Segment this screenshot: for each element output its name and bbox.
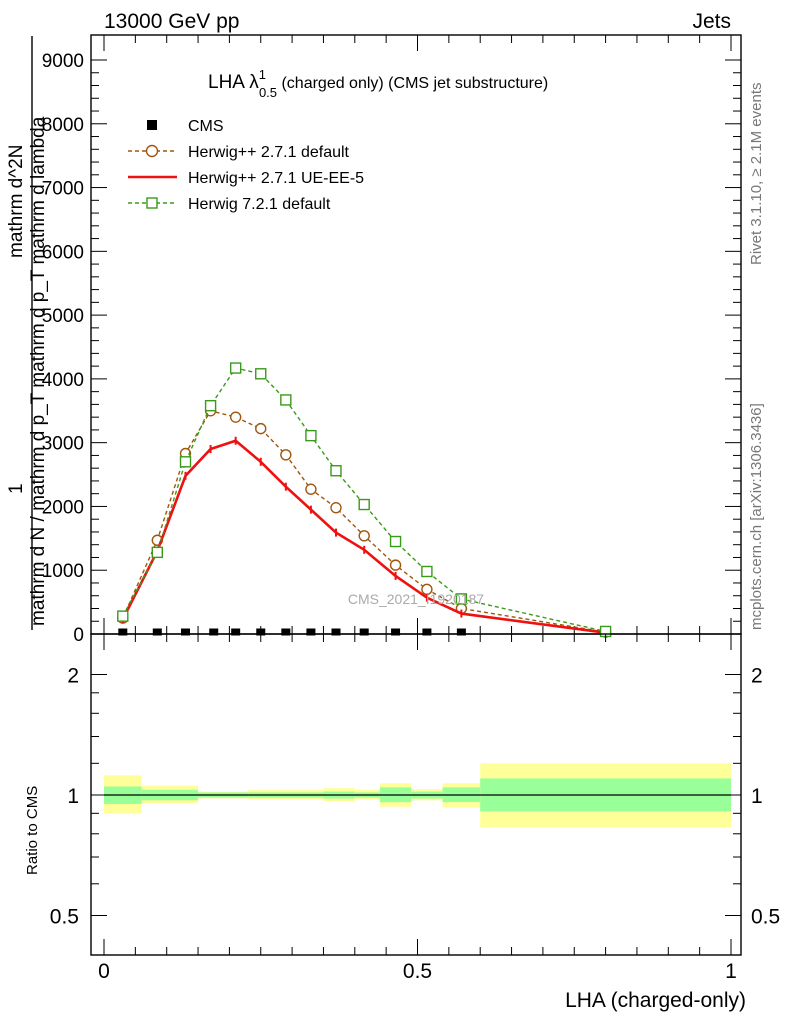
legend-marker	[147, 120, 157, 130]
y-tick-label: 0	[73, 625, 84, 646]
ratio-y-tick-label: 2	[67, 665, 79, 688]
legend-entry: Herwig++ 2.7.1 UE-EE-5	[128, 170, 364, 187]
main-y-axis: 0 1000 2000 3000 4000 5000 6000 7000 8000 9000	[42, 51, 741, 646]
process-label: Jets	[692, 10, 731, 33]
ratio-y-tick-label-right: 1	[751, 785, 763, 808]
data-point	[389, 559, 402, 571]
ratio-y-tick-label-right: 0.5	[751, 906, 780, 929]
data-point	[305, 483, 317, 495]
title-main: LHA λ	[208, 72, 259, 93]
legend-label: CMS	[188, 118, 224, 135]
y-label-numerator: 1	[6, 483, 27, 494]
ratio-y-tick-label-right: 2	[751, 665, 763, 688]
data-point	[179, 456, 192, 468]
data-point	[280, 449, 292, 461]
ratio-y-tick-label: 1	[67, 785, 79, 808]
data-point	[330, 465, 342, 477]
legend-entry: Herwig 7.2.1 default	[128, 196, 331, 213]
ratio-y-axis: 0.5 0.5 1 1 2 2	[50, 665, 780, 929]
data-point	[256, 628, 266, 636]
analysis-watermark: CMS_2021_I1920187	[348, 591, 484, 607]
data-point	[255, 368, 267, 380]
legend-label: Herwig++ 2.7.1 default	[188, 144, 350, 161]
data-point	[456, 628, 466, 636]
y-tick-label: 9000	[42, 51, 84, 72]
data-point	[117, 610, 129, 622]
data-point	[229, 362, 242, 374]
title-rest: (charged only) (CMS jet substructure)	[277, 75, 548, 92]
series-line	[122, 409, 606, 633]
mcplots-label: mcplots.cern.ch [arXiv:1306.3436]	[748, 403, 765, 630]
x-tick-label: 0.5	[403, 960, 432, 983]
data-point	[152, 628, 162, 636]
data-point	[391, 628, 401, 636]
data-point	[151, 546, 163, 559]
data-point	[255, 422, 267, 435]
ratio-panel: 0.5 0.51 12 2 0 0.5 1 Ratio to CMS LHA (charg…	[24, 633, 780, 1012]
data-point	[330, 502, 342, 514]
legend-label: Herwig++ 2.7.1 UE-EE-5	[188, 170, 364, 187]
y-tick-label: 4000	[42, 370, 84, 391]
main-y-label: mathrm d^2N 1 mathrm d N / mathrm d p_T …	[6, 36, 49, 630]
y-tick-label: 1000	[42, 561, 84, 582]
data-point	[306, 628, 316, 636]
x-tick-label: 1	[725, 960, 737, 983]
data-point	[331, 628, 341, 636]
y-tick-label: 3000	[42, 434, 84, 455]
legend-label: Herwig 7.2.1 default	[188, 196, 331, 213]
series-line	[121, 439, 606, 635]
energy-label: 13000 GeV pp	[104, 10, 239, 33]
data-point	[231, 628, 241, 636]
legend: CMS Herwig++ 2.7.1 default Herwig++ 2.7.1 …	[128, 118, 364, 213]
y-tick-label: 6000	[42, 242, 84, 263]
data-point	[421, 565, 433, 578]
plot-title: LHA λ1 0.5 (charged only) (CMS jet substr…	[208, 67, 548, 100]
y-tick-label: 8000	[42, 115, 84, 136]
main-series	[117, 362, 612, 638]
legend-entry: CMS	[147, 118, 224, 135]
x-tick-label: 0	[98, 960, 110, 983]
data-point	[422, 628, 432, 636]
data-point	[118, 628, 128, 636]
title-sub: 0.5	[259, 85, 277, 100]
data-point	[280, 394, 292, 406]
y-tick-label: 5000	[42, 306, 84, 327]
y-tick-label: 2000	[42, 497, 84, 518]
data-point	[358, 498, 370, 511]
data-point	[204, 399, 217, 412]
y-label-fraction-top: mathrm d^2N	[6, 145, 27, 258]
data-point	[358, 530, 370, 542]
ratio-x-axis: 0 0.5 1	[98, 634, 737, 983]
x-axis-label: LHA (charged-only)	[565, 989, 746, 1012]
data-point	[209, 628, 219, 636]
data-point	[359, 628, 369, 636]
data-point	[455, 593, 468, 605]
series-3	[117, 362, 612, 638]
y-tick-label: 7000	[42, 179, 84, 200]
main-x-ticks	[103, 35, 732, 634]
data-point	[389, 535, 402, 548]
title-sup: 1	[259, 67, 266, 82]
main-panel: 0 1000 2000 3000 4000 5000 6000 7000 8000 9000 LH…	[6, 34, 742, 646]
data-point	[281, 628, 291, 636]
ratio-y-tick-label: 0.5	[50, 906, 79, 929]
ratio-y-label: Ratio to CMS	[24, 786, 41, 875]
data-point	[229, 411, 242, 423]
data-point	[305, 429, 317, 442]
rivet-label: Rivet 3.1.10, ≥ 2.1M events	[748, 83, 765, 266]
legend-marker	[146, 197, 158, 209]
series-0	[118, 628, 466, 636]
legend-marker	[145, 144, 159, 158]
y-label-denominator: mathrm d N / mathrm d p_T mathrm d p_T m…	[28, 116, 49, 626]
data-point	[181, 628, 191, 636]
legend-entry: Herwig++ 2.7.1 default	[128, 144, 350, 161]
series-line	[122, 367, 606, 633]
